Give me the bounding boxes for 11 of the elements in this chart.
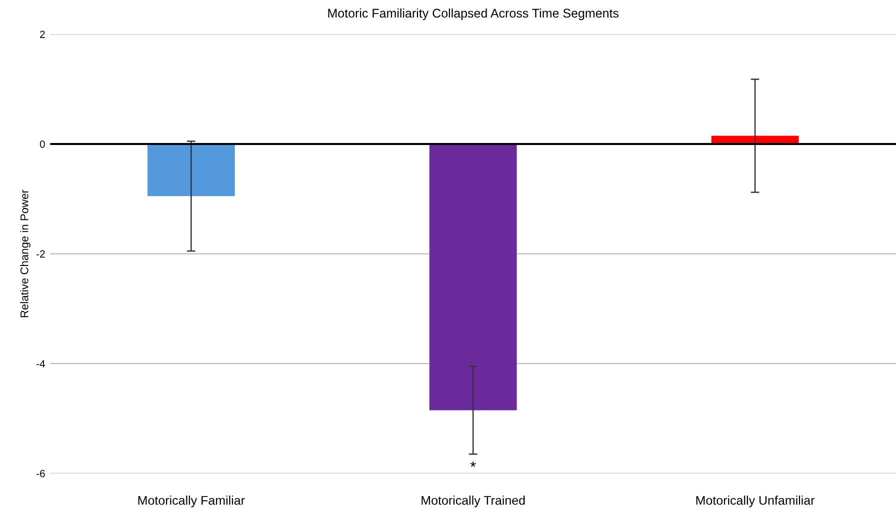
y-tick-label: -6 [36, 470, 45, 478]
x-tick-label: Motorically Familiar [138, 496, 245, 508]
x-tick-label: Motorically Trained [422, 496, 525, 508]
y-tick-label: 0 [40, 140, 45, 148]
chart-title: Motoric Familiarity Collapsed Across Time Segments [328, 8, 619, 20]
x-tick-label: Motorically Unfamiliar [696, 496, 815, 508]
y-tick-label: -4 [36, 360, 46, 368]
y-tick-label: 2 [40, 30, 45, 38]
y-axis-title: Relative Change in Power [20, 190, 30, 318]
annotation: * [470, 462, 476, 467]
y-tick-label: -2 [36, 250, 45, 258]
